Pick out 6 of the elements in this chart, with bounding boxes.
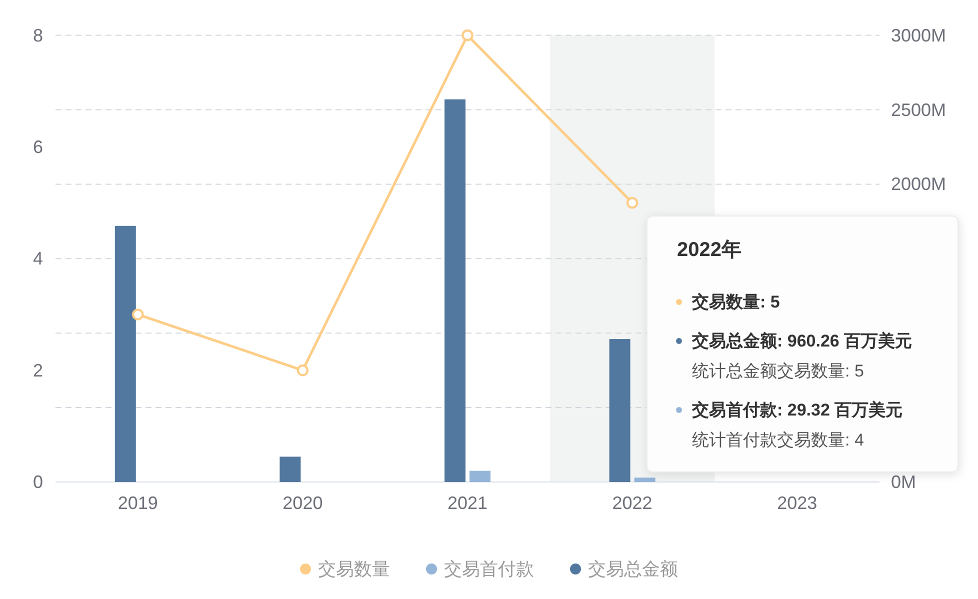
annotation: 交易首付款: 29.32 百万美元	[692, 400, 903, 420]
annotation: 2022年	[677, 239, 742, 261]
annotation: 交易数量: 5	[692, 292, 780, 312]
annotation: 统计总金额交易数量: 5	[692, 362, 864, 380]
annotation: 统计首付款交易数量: 4	[692, 430, 864, 450]
annotation: 交易总金额: 960.26 百万美元	[692, 332, 912, 350]
